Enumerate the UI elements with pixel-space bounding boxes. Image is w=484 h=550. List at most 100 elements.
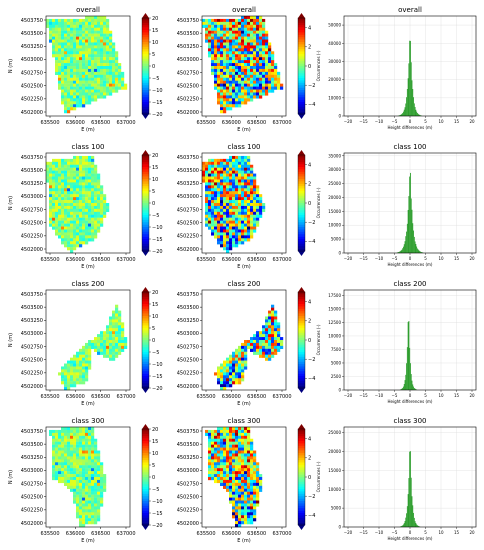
- heatmap-cell: [229, 217, 233, 221]
- heatmap-cell: [118, 348, 122, 352]
- heatmap-cell: [103, 482, 107, 487]
- heatmap-cell: [73, 48, 77, 52]
- heatmap-cell: [70, 33, 74, 37]
- heatmap-cell: [85, 223, 89, 227]
- heatmap-cell: [241, 42, 245, 46]
- heatmap-cell: [220, 101, 224, 105]
- colorbar-swatch: [298, 49, 305, 52]
- heatmap-cell: [70, 200, 74, 204]
- heatmap-cell: [103, 479, 107, 484]
- heatmap-cell: [94, 63, 98, 67]
- heatmap-cell: [220, 188, 224, 192]
- heatmap-cell: [277, 77, 281, 81]
- colorbar-extend-top: [142, 150, 149, 155]
- heatmap-cell: [85, 512, 89, 516]
- heatmap-cell: [73, 357, 77, 361]
- heatmap-cell: [85, 63, 89, 67]
- heatmap-cell: [253, 337, 257, 341]
- heatmap-cell: [52, 45, 56, 49]
- heatmap-cell: [91, 24, 95, 28]
- heatmap-cell: [85, 92, 89, 96]
- heatmap-cell: [262, 345, 266, 350]
- heatmap-cell: [82, 500, 86, 504]
- heatmap-cell: [58, 83, 62, 87]
- histogram-bar: [418, 114, 420, 116]
- heatmap-cell: [115, 316, 119, 320]
- heatmap-cell: [91, 438, 95, 442]
- heatmap-cell: [94, 188, 98, 192]
- heatmap-cell: [70, 101, 74, 105]
- heatmap-cell: [238, 232, 242, 236]
- heatmap-cell: [265, 77, 269, 81]
- colorbar-swatch: [298, 344, 305, 348]
- colorbar-tick-label: −20: [152, 523, 163, 529]
- heatmap-cell: [247, 462, 251, 466]
- heatmap-cell: [217, 51, 221, 55]
- heatmap-cell: [52, 453, 56, 457]
- heatmap-cell: [55, 474, 59, 478]
- heatmap-cell: [211, 33, 215, 37]
- heatmap-cell: [247, 98, 251, 102]
- colorbar-swatch: [142, 318, 149, 322]
- heatmap-cells: [46, 16, 128, 114]
- heatmap-cell: [76, 438, 80, 442]
- heatmap-cell: [85, 450, 89, 454]
- heatmap-cell: [115, 340, 119, 344]
- heatmap-cell: [49, 21, 53, 26]
- heatmap-cell: [79, 36, 83, 40]
- heatmap-cell: [229, 27, 233, 31]
- heatmap-cell: [220, 164, 224, 168]
- x-tick-label: 635500: [196, 120, 215, 126]
- heatmap-cell: [223, 220, 227, 224]
- heatmap-cell: [214, 447, 218, 451]
- colorbar-swatch: [142, 68, 149, 72]
- y-axis-label: Occurrences (-): [316, 187, 321, 218]
- heatmap-cell: [214, 48, 218, 52]
- heatmap-cell: [211, 197, 215, 201]
- heatmap-cell: [247, 63, 251, 67]
- heatmap-cell: [85, 471, 89, 475]
- heatmap-cell: [214, 176, 218, 180]
- heatmap-cell: [91, 98, 95, 102]
- heatmap-cell: [235, 444, 239, 448]
- colorbar-swatch: [142, 215, 149, 218]
- heatmap-cell: [58, 30, 62, 34]
- colorbar-swatch: [142, 306, 149, 310]
- heatmap-cell: [115, 307, 119, 311]
- colorbar-swatch: [298, 167, 305, 170]
- heatmap-cell: [61, 60, 65, 64]
- heatmap-cell: [88, 441, 92, 445]
- heatmap-cell: [232, 477, 236, 481]
- y-tick-label: 4502000: [21, 384, 43, 390]
- colorbar-swatch: [142, 219, 149, 223]
- heatmap-cell: [238, 468, 242, 472]
- heatmap-cell: [94, 337, 98, 341]
- heatmap-cell: [250, 191, 254, 195]
- heatmap-cell: [49, 200, 53, 204]
- heatmap-cell: [82, 429, 86, 434]
- heatmap-cell: [235, 491, 239, 495]
- colorbar-swatch: [142, 337, 149, 341]
- heatmap-cell: [76, 200, 80, 204]
- heatmap-cell: [52, 474, 56, 478]
- x-tick-label: 10: [438, 393, 444, 398]
- heatmap-cell: [229, 232, 233, 236]
- heatmap-cell: [247, 494, 251, 498]
- heatmap-cell: [244, 185, 248, 189]
- heatmap-cell: [223, 98, 227, 102]
- y-tick-label: 15000: [328, 306, 341, 311]
- heatmap-cell: [259, 342, 263, 347]
- heatmap-cell: [100, 494, 104, 498]
- colorbar-tick-label: −20: [152, 249, 163, 255]
- colorbar-swatch: [142, 42, 149, 45]
- heatmap-cell: [52, 48, 56, 52]
- heatmap-cell: [247, 191, 251, 195]
- colorbar-swatch: [298, 429, 305, 432]
- heatmap-cell: [226, 471, 230, 475]
- heatmap-cell: [79, 98, 83, 102]
- heatmap-cell: [67, 459, 71, 463]
- heatmap-cell: [241, 363, 245, 367]
- heatmap-cell: [76, 503, 80, 507]
- colorbar-swatch: [142, 90, 149, 93]
- colorbar-swatch: [142, 164, 149, 168]
